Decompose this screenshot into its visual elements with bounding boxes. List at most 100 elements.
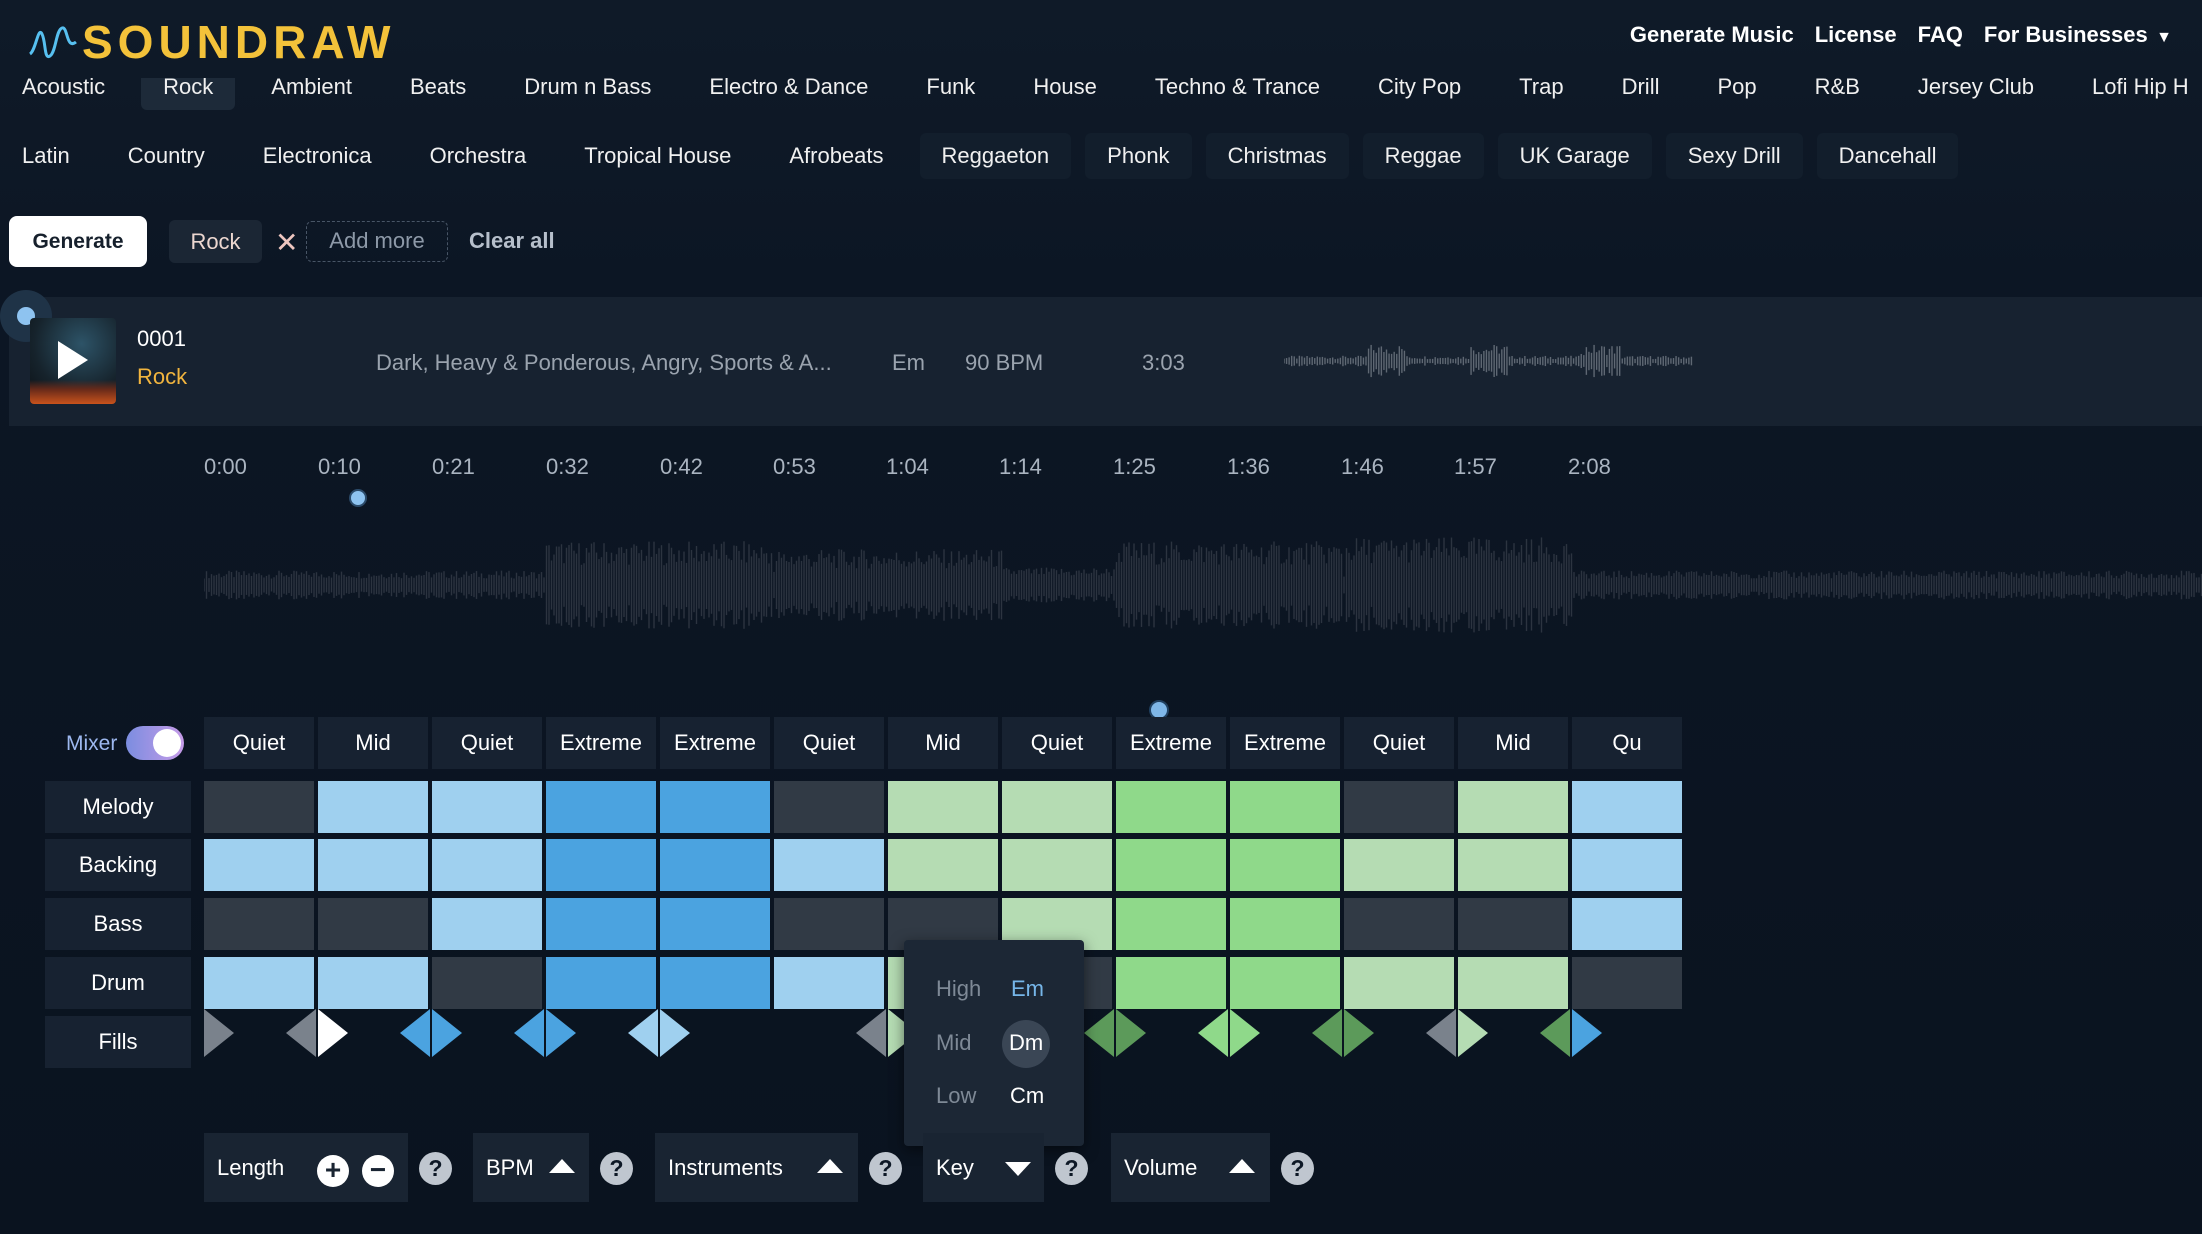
mixer-cell-drum[interactable] <box>1116 957 1226 1009</box>
mixer-cell-melody[interactable] <box>1572 781 1682 833</box>
genre-chip[interactable]: Lofi Hip H <box>2092 78 2189 99</box>
genre-chip[interactable]: Electro & Dance <box>709 78 869 99</box>
mixer-cell-melody[interactable] <box>204 781 314 833</box>
genre-chip[interactable]: Drum n Bass <box>524 78 652 99</box>
fill-marker[interactable] <box>1540 1009 1570 1057</box>
genre-chip[interactable]: Christmas <box>1205 133 1349 179</box>
volume-control[interactable]: Volume <box>1111 1133 1270 1202</box>
intensity-header[interactable]: Extreme <box>546 717 656 769</box>
mixer-cell-backing[interactable] <box>204 839 314 891</box>
mixer-cell-drum[interactable] <box>660 957 770 1009</box>
selected-genre-tag[interactable]: Rock <box>169 220 262 263</box>
mixer-cell-drum[interactable] <box>1230 957 1340 1009</box>
fill-marker[interactable] <box>628 1009 658 1057</box>
mixer-cell-backing[interactable] <box>1116 839 1226 891</box>
genre-chip[interactable]: Ambient <box>271 78 352 99</box>
genre-chip[interactable]: Techno & Trance <box>1154 78 1321 99</box>
mixer-cell-backing[interactable] <box>1458 839 1568 891</box>
intensity-header[interactable]: Quiet <box>432 717 542 769</box>
mixer-cell-drum[interactable] <box>1572 957 1682 1009</box>
fill-marker[interactable] <box>400 1009 430 1057</box>
mixer-cell-bass[interactable] <box>1344 898 1454 950</box>
genre-chip[interactable]: Afrobeats <box>789 143 884 168</box>
genre-chip[interactable]: Trap <box>1519 78 1564 99</box>
mixer-cell-backing[interactable] <box>1344 839 1454 891</box>
key-control[interactable]: Key <box>923 1133 1044 1202</box>
intensity-header[interactable]: Qu <box>1572 717 1682 769</box>
mixer-cell-drum[interactable] <box>204 957 314 1009</box>
genre-chip[interactable]: Latin <box>22 143 70 168</box>
fill-marker[interactable] <box>546 1009 576 1057</box>
volume-help-icon[interactable]: ? <box>1281 1152 1314 1185</box>
mixer-cell-bass[interactable] <box>1230 898 1340 950</box>
key-help-icon[interactable]: ? <box>1055 1152 1088 1185</box>
mixer-cell-drum[interactable] <box>1344 957 1454 1009</box>
add-more-button[interactable]: Add more <box>306 221 448 262</box>
bpm-help-icon[interactable]: ? <box>600 1152 633 1185</box>
genre-chip[interactable]: Phonk <box>1085 133 1192 179</box>
play-icon[interactable] <box>58 341 88 379</box>
genre-chip[interactable]: Sexy Drill <box>1665 133 1803 179</box>
genre-chip[interactable]: City Pop <box>1378 78 1462 99</box>
mixer-cell-bass[interactable] <box>774 898 884 950</box>
nav-generate-music[interactable]: Generate Music <box>1629 22 1794 47</box>
clear-all-button[interactable]: Clear all <box>469 228 555 253</box>
length-help-icon[interactable]: ? <box>419 1152 452 1185</box>
intensity-header[interactable]: Quiet <box>1344 717 1454 769</box>
track-thumbnail[interactable] <box>30 318 116 404</box>
soundraw-logo[interactable]: SOUNDRAW <box>28 14 395 70</box>
mixer-cell-bass[interactable] <box>318 898 428 950</box>
fill-marker[interactable] <box>514 1009 544 1057</box>
mixer-cell-backing[interactable] <box>432 839 542 891</box>
genre-chip[interactable]: Drill <box>1621 78 1660 99</box>
mixer-cell-melody[interactable] <box>318 781 428 833</box>
mixer-cell-bass[interactable] <box>432 898 542 950</box>
genre-chip[interactable]: Reggaeton <box>919 133 1072 179</box>
fill-marker[interactable] <box>1230 1009 1260 1057</box>
genre-chip[interactable]: Beats <box>410 78 467 99</box>
intensity-header[interactable]: Extreme <box>1116 717 1226 769</box>
fill-marker[interactable] <box>204 1009 234 1057</box>
intensity-header[interactable]: Quiet <box>204 717 314 769</box>
mixer-cell-bass[interactable] <box>1116 898 1226 950</box>
mixer-cell-melody[interactable] <box>1458 781 1568 833</box>
genre-chip[interactable]: Funk <box>926 78 976 99</box>
mixer-cell-bass[interactable] <box>1572 898 1682 950</box>
mixer-cell-backing[interactable] <box>1230 839 1340 891</box>
intensity-header[interactable]: Quiet <box>774 717 884 769</box>
genre-chip[interactable]: Acoustic <box>22 78 106 99</box>
mixer-cell-melody[interactable] <box>1344 781 1454 833</box>
genre-chip[interactable]: Electronica <box>262 143 372 168</box>
plus-icon[interactable]: + <box>317 1155 349 1187</box>
mixer-cell-melody[interactable] <box>1230 781 1340 833</box>
mixer-cell-bass[interactable] <box>1458 898 1568 950</box>
mixer-cell-backing[interactable] <box>774 839 884 891</box>
genre-chip[interactable]: R&B <box>1814 78 1860 99</box>
minus-icon[interactable]: − <box>362 1155 394 1187</box>
genre-chip[interactable]: Jersey Club <box>1917 78 2035 99</box>
intensity-header[interactable]: Extreme <box>660 717 770 769</box>
genre-chip[interactable]: Dancehall <box>1816 133 1959 179</box>
remove-tag-icon[interactable]: ✕ <box>275 227 299 258</box>
main-waveform[interactable] <box>204 505 2202 665</box>
genre-chip[interactable]: UK Garage <box>1497 133 1652 179</box>
nav-faq[interactable]: FAQ <box>1917 22 1963 47</box>
nav-license[interactable]: License <box>1814 22 1897 47</box>
mixer-cell-melody[interactable] <box>660 781 770 833</box>
fill-marker[interactable] <box>1426 1009 1456 1057</box>
fill-marker[interactable] <box>1344 1009 1374 1057</box>
fill-marker[interactable] <box>1312 1009 1342 1057</box>
mixer-cell-backing[interactable] <box>318 839 428 891</box>
mixer-cell-melody[interactable] <box>1116 781 1226 833</box>
fill-marker[interactable] <box>1084 1009 1114 1057</box>
fill-marker[interactable] <box>432 1009 462 1057</box>
mixer-cell-backing[interactable] <box>1572 839 1682 891</box>
mixer-cell-melody[interactable] <box>1002 781 1112 833</box>
mixer-cell-drum[interactable] <box>774 957 884 1009</box>
key-option-em[interactable]: Em <box>1011 976 1044 1001</box>
fill-marker[interactable] <box>1572 1009 1602 1057</box>
nav-for-businesses[interactable]: For Businesses ▼ <box>1984 22 2172 48</box>
mixer-cell-melody[interactable] <box>432 781 542 833</box>
intensity-header[interactable]: Mid <box>888 717 998 769</box>
genre-chip[interactable]: Orchestra <box>429 143 527 168</box>
